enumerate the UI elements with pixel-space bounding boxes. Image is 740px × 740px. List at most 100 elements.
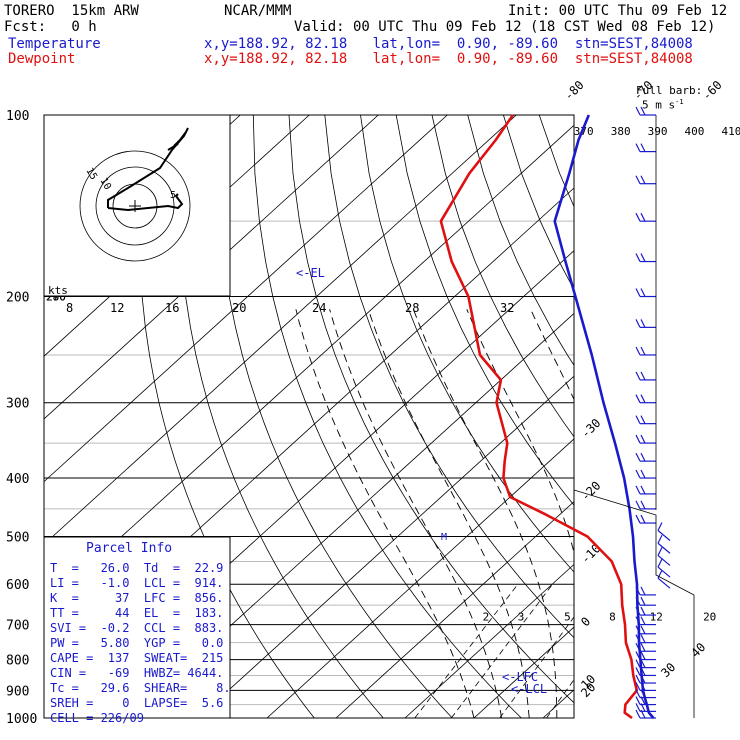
speed-scale-label: 24 — [312, 301, 326, 315]
el-label: <-EL — [296, 266, 325, 280]
hodograph-ring-label: 5 — [170, 190, 176, 201]
wind-barb — [635, 371, 656, 381]
dry-adiabat — [682, 115, 740, 718]
wind-barb — [635, 319, 656, 328]
isotherm-label: -70 — [631, 78, 656, 103]
mixing-ratio-label: 2 — [483, 611, 490, 624]
parcel-info-row: T = 26.0 Td = 22.9 — [50, 561, 224, 575]
temperature-location: x,y=188.92, 82.18 lat,lon= 0.90, -89.60 … — [204, 36, 693, 52]
theta-label: 400 — [685, 125, 705, 138]
dry-adiabat — [503, 115, 574, 291]
isotherm — [335, 501, 574, 718]
mixing-ratio-label: 8 — [609, 611, 616, 624]
barb-units: 5 m s-1 — [642, 98, 684, 112]
parcel-info-row: CAPE = 137 SWEAT= 215 — [50, 651, 224, 665]
init-time: Init: 00 UTC Thu 09 Feb 12 — [508, 3, 728, 19]
plot-frame — [43, 114, 575, 719]
isotherm — [44, 115, 379, 420]
dry-adiabat — [395, 115, 574, 506]
wind-barb — [635, 606, 656, 616]
isotherm — [266, 438, 574, 718]
moist-adiabat — [606, 309, 664, 718]
dry-adiabat — [718, 115, 740, 718]
wind-barb — [657, 558, 671, 578]
wind-barb — [635, 659, 656, 669]
wind-barb — [635, 709, 656, 719]
theta-label: 390 — [648, 125, 668, 138]
speed-scale-label: 8 — [66, 301, 73, 315]
theta-label: 380 — [611, 125, 631, 138]
hodograph-ring-label: 15 — [83, 166, 99, 182]
wind-barb — [635, 485, 656, 495]
isotherm — [404, 563, 574, 718]
pressure-label: 500 — [6, 530, 29, 545]
moist-adiabat — [695, 309, 740, 718]
hodograph-ring — [79, 150, 191, 262]
speed-scale-label: 28 — [405, 301, 419, 315]
wind-barb — [657, 522, 671, 541]
mixing-ratio-line — [414, 583, 519, 718]
hodograph-trace — [107, 127, 189, 212]
hodograph-ring-label: 10 — [97, 176, 113, 192]
speed-scale-label: 16 — [165, 301, 179, 315]
parcel-info-row: CELL = 226/09 — [50, 711, 144, 725]
dry-adiabat — [575, 115, 740, 718]
dewpoint-location: x,y=188.92, 82.18 lat,lon= 0.90, -89.60 … — [204, 51, 693, 67]
mixing-ratio-line — [589, 584, 682, 718]
parcel-info-row: SREH = 0 LAPSE= 5.6 — [50, 696, 224, 710]
pressure-label: 400 — [6, 472, 29, 487]
wind-barb — [635, 514, 656, 524]
wind-barb — [635, 434, 656, 444]
parcel-info-row: SVI = -0.2 CCL = 883. — [50, 621, 224, 635]
dry-adiabat — [360, 115, 574, 573]
wind-barb — [635, 634, 656, 644]
wind-barb — [635, 586, 656, 596]
moist-adiabat — [412, 309, 558, 718]
mixing-ratio-label: 3 — [518, 611, 525, 624]
moist-adiabat — [466, 309, 574, 555]
moist-adiabat — [667, 309, 715, 718]
wind-barb — [635, 625, 656, 635]
isotherm-label: -30 — [578, 416, 603, 441]
isotherm — [681, 115, 740, 718]
pressure-label: 300 — [6, 397, 29, 412]
wind-barb — [635, 394, 656, 404]
mixing-ratio-line — [451, 583, 553, 718]
barb-axis — [573, 489, 695, 718]
isotherm — [612, 115, 740, 718]
dry-adiabat — [324, 115, 574, 639]
isotherm-label: 0 — [578, 614, 593, 629]
moist-adiabat — [367, 309, 530, 718]
wind-barb — [635, 469, 656, 479]
wind-barb — [635, 175, 656, 185]
speed-scale-label: 20 — [232, 301, 246, 315]
wind-barb — [657, 569, 671, 589]
lfc-label: <-LFC — [502, 670, 538, 684]
wind-barb — [635, 696, 656, 706]
isotherm-label: -80 — [562, 78, 587, 103]
wind-barb — [635, 682, 656, 692]
barb-legend: Full barb: — [636, 84, 703, 97]
isotherm — [197, 375, 574, 718]
center-name: NCAR/MMM — [224, 3, 292, 19]
isotherm — [44, 115, 517, 545]
hodograph-ring — [95, 166, 175, 246]
wind-barb — [635, 212, 656, 222]
isotherm-label: 40 — [688, 640, 708, 660]
moist-adiabat — [295, 309, 475, 718]
wind-barb — [635, 253, 656, 263]
wind-barb — [635, 596, 656, 606]
wind-barb — [635, 689, 656, 699]
wind-barb — [657, 547, 671, 566]
parcel-info-row: K = 37 LFC = 856. — [50, 591, 224, 605]
parcel-info-row: CIN = -69 HWBZ= 4644. — [50, 666, 224, 680]
wind-barb — [635, 651, 656, 661]
speed-scale-label: 12 — [110, 301, 124, 315]
dry-adiabat — [288, 115, 574, 704]
dry-adiabat — [252, 115, 522, 718]
dry-adiabat — [646, 115, 740, 718]
hodograph-units: kts — [48, 284, 68, 297]
parcel-info-title: Parcel Info — [86, 541, 173, 556]
wind-barb — [635, 642, 656, 652]
parcel-info-row: Tc = 29.6 SHEAR= 8. — [50, 681, 231, 695]
